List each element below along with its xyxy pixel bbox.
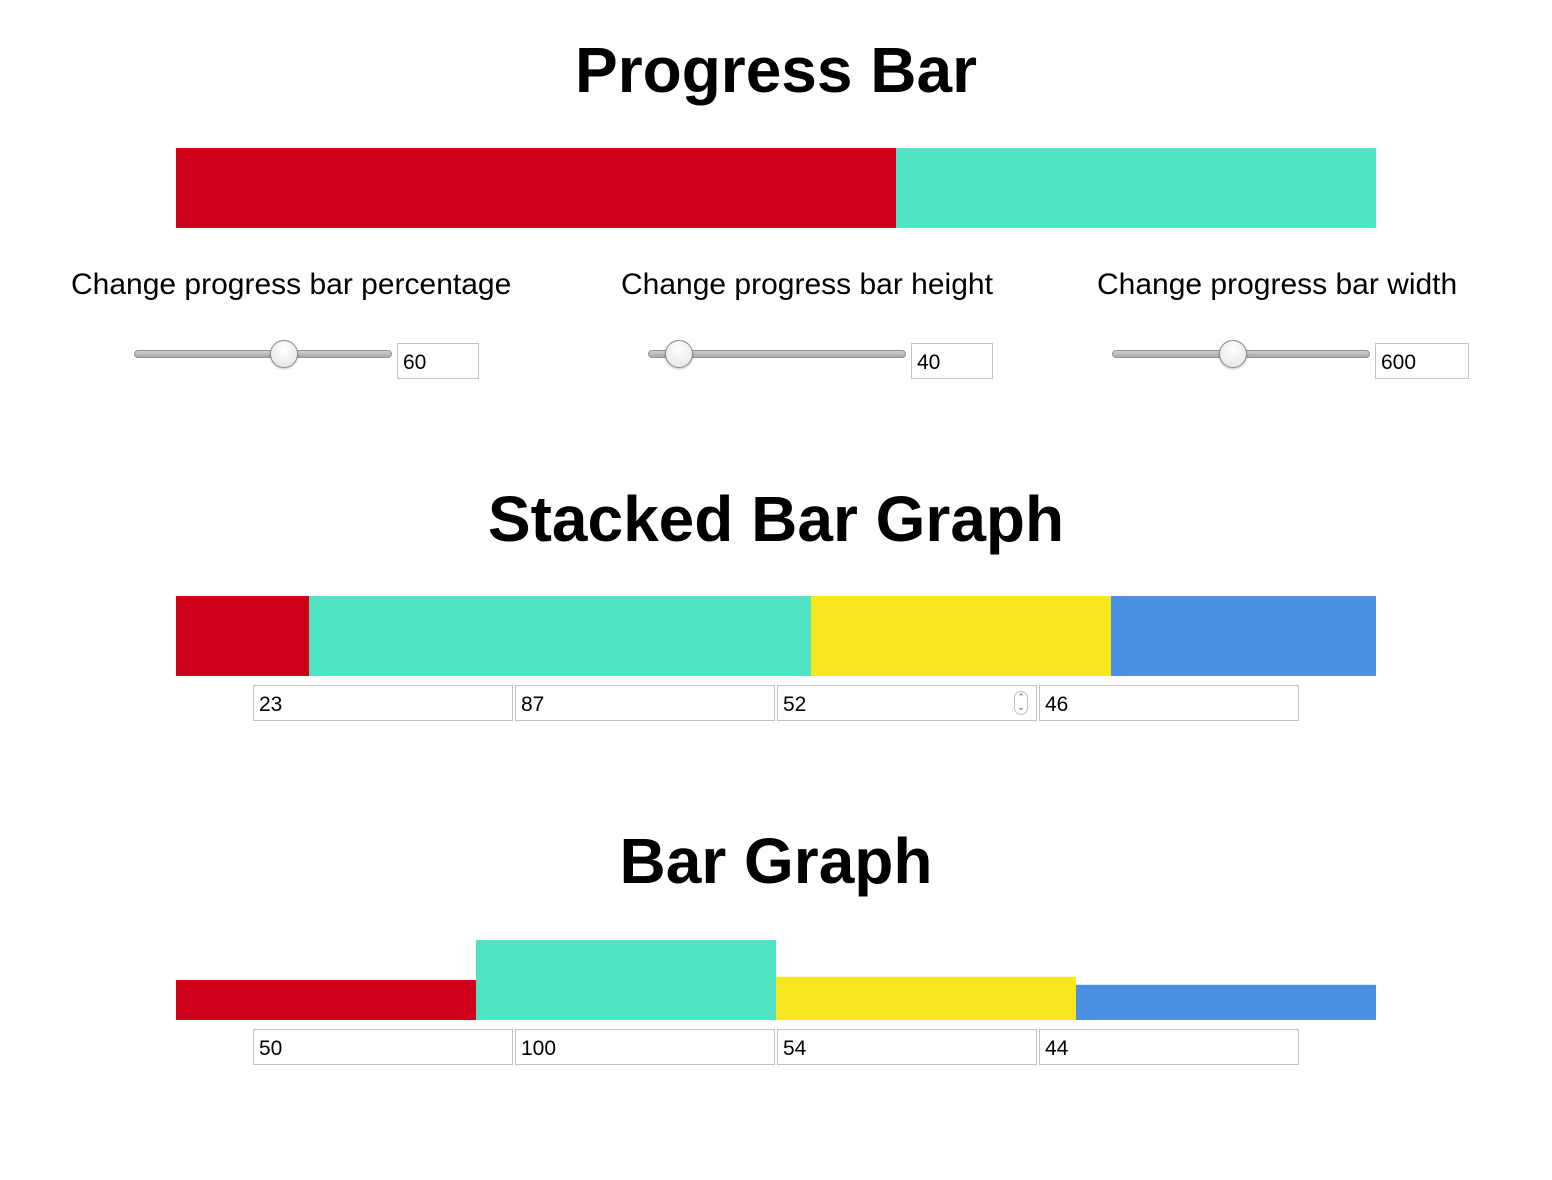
- height-label: Change progress bar height: [621, 268, 993, 301]
- stacked-bar-graph: [176, 596, 1376, 676]
- width-label: Change progress bar width: [1097, 268, 1458, 301]
- percentage-input[interactable]: 60: [397, 343, 479, 379]
- width-input[interactable]: 600: [1375, 343, 1469, 379]
- bar-value-input-3[interactable]: 54: [777, 1029, 1037, 1065]
- percentage-slider[interactable]: [134, 340, 392, 368]
- progress-bar-title: Progress Bar: [575, 34, 977, 106]
- stacked-value-input-3[interactable]: 52 ⌃ ⌄: [777, 685, 1037, 721]
- stacked-bar-graph-title: Stacked Bar Graph: [487, 483, 1065, 555]
- bar-value-input-4[interactable]: 44: [1039, 1029, 1299, 1065]
- spinner-icon[interactable]: ⌃ ⌄: [1014, 691, 1028, 715]
- stacked-value-input-1[interactable]: 23: [253, 685, 513, 721]
- bar-2: [476, 940, 776, 1020]
- bar-3: [776, 976, 1076, 1020]
- stacked-segment-4: [1110, 596, 1376, 676]
- bar-graph-title: Bar Graph: [619, 825, 933, 897]
- bar-value-input-1[interactable]: 50: [253, 1029, 513, 1065]
- stacked-value-3-text: 52: [783, 693, 807, 716]
- stacked-segment-3: [810, 596, 1111, 676]
- width-slider[interactable]: [1112, 340, 1370, 368]
- height-slider[interactable]: [648, 340, 906, 368]
- progress-bar: [176, 148, 1376, 228]
- stacked-value-inputs: 23 87 52 ⌃ ⌄ 46: [253, 685, 1299, 721]
- bar-graph: [176, 940, 1376, 1020]
- slider-knob[interactable]: [664, 340, 693, 368]
- slider-knob[interactable]: [269, 340, 298, 368]
- percentage-label: Change progress bar percentage: [71, 268, 512, 301]
- stacked-value-input-2[interactable]: 87: [515, 685, 775, 721]
- slider-rail[interactable]: [134, 350, 392, 358]
- bar-4: [1076, 984, 1376, 1020]
- bar-value-input-2[interactable]: 100: [515, 1029, 775, 1065]
- slider-rail[interactable]: [648, 350, 906, 358]
- progress-bar-fill: [176, 148, 896, 228]
- progress-bar-remainder: [896, 148, 1376, 228]
- stacked-value-input-4[interactable]: 46: [1039, 685, 1299, 721]
- slider-knob[interactable]: [1219, 340, 1248, 368]
- height-input[interactable]: 40: [911, 343, 993, 379]
- stacked-segment-2: [308, 596, 811, 676]
- stacked-segment-1: [176, 596, 309, 676]
- bar-value-inputs: 50 100 54 44: [253, 1029, 1299, 1065]
- bar-1: [176, 980, 476, 1020]
